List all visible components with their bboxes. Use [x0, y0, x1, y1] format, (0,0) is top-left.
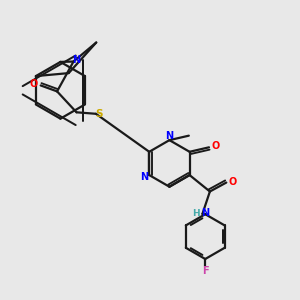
Text: O: O: [212, 141, 220, 151]
Text: S: S: [96, 109, 103, 119]
Text: N: N: [140, 172, 148, 182]
Text: O: O: [229, 177, 237, 187]
Text: H: H: [192, 208, 200, 217]
Text: N: N: [72, 55, 81, 65]
Text: F: F: [202, 266, 209, 276]
Text: N: N: [201, 208, 209, 218]
Text: N: N: [165, 131, 173, 141]
Text: O: O: [30, 79, 38, 89]
